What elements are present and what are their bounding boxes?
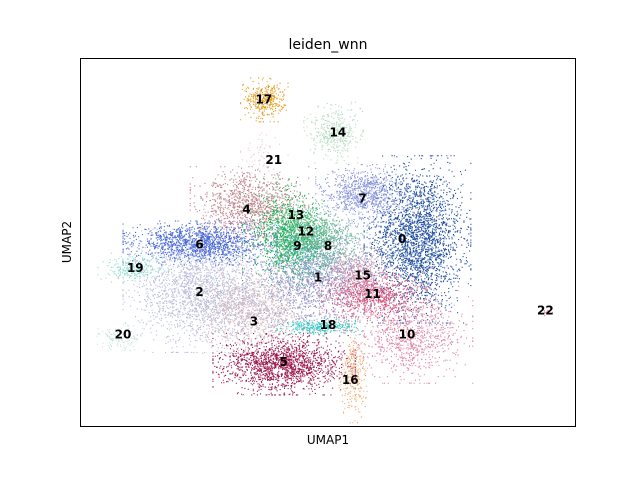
cluster-17-dots — [240, 77, 289, 123]
cluster-16-dots — [338, 334, 368, 424]
cluster-20-dots — [96, 324, 143, 352]
cluster-16-points — [338, 334, 368, 424]
cluster-11-points — [313, 267, 433, 322]
cluster-2-dots — [122, 228, 278, 353]
cluster-7-dots — [315, 164, 412, 227]
cluster-label-16: 16 — [342, 373, 359, 387]
cluster-14-points — [303, 101, 364, 165]
cluster-label-11: 11 — [364, 287, 381, 301]
cluster-6-points — [122, 220, 278, 266]
cluster-label-14: 14 — [330, 125, 347, 139]
cluster-19-dots — [97, 252, 170, 283]
cluster-label-10: 10 — [399, 327, 416, 341]
cluster-9-dots — [262, 207, 335, 279]
cluster-22-points — [543, 309, 553, 317]
cluster-label-12: 12 — [297, 225, 314, 239]
cluster-15-dots — [322, 245, 395, 300]
cluster-7-points — [315, 164, 412, 227]
cluster-label-22: 22 — [537, 303, 554, 317]
cluster-0-dots — [363, 155, 472, 324]
cluster-5-dots — [212, 332, 356, 396]
cluster-label-3: 3 — [250, 314, 258, 328]
cluster-10-points — [341, 285, 474, 384]
cluster-18-points — [276, 318, 361, 337]
cluster-18-dots — [276, 318, 361, 337]
cluster-label-5: 5 — [279, 355, 287, 369]
cluster-label-8: 8 — [324, 239, 332, 253]
cluster-2-points — [122, 228, 278, 353]
cluster-label-21: 21 — [265, 153, 282, 167]
x-axis-label: UMAP1 — [307, 433, 349, 447]
y-axis-label: UMAP2 — [60, 221, 74, 263]
cluster-label-0: 0 — [398, 232, 406, 246]
cluster-6-dots — [122, 220, 278, 266]
cluster-label-7: 7 — [358, 192, 366, 206]
scatter-points — [96, 77, 553, 424]
cluster-22-dots — [543, 309, 553, 317]
cluster-4-points — [189, 166, 310, 247]
cluster-20-points — [96, 324, 143, 352]
chart-title: leiden_wnn — [289, 37, 368, 53]
cluster-label-13: 13 — [288, 208, 305, 222]
cluster-label-6: 6 — [195, 237, 203, 251]
cluster-0-points — [363, 155, 472, 324]
cluster-label-1: 1 — [314, 270, 322, 284]
plot-frame — [80, 58, 576, 427]
cluster-5-points — [212, 332, 356, 396]
cluster-11-dots — [313, 267, 433, 322]
cluster-19-points — [97, 252, 170, 283]
cluster-17-points — [240, 77, 289, 123]
cluster-label-15: 15 — [354, 269, 371, 283]
cluster-9-points — [262, 207, 335, 279]
cluster-label-19: 19 — [127, 261, 144, 275]
cluster-label-17: 17 — [255, 92, 272, 106]
cluster-label-9: 9 — [293, 239, 301, 253]
cluster-4-dots — [189, 166, 310, 247]
cluster-label-20: 20 — [115, 327, 132, 341]
cluster-10-dots — [341, 285, 474, 384]
cluster-14-dots — [303, 101, 364, 165]
cluster-15-points — [322, 245, 395, 300]
cluster-label-2: 2 — [195, 285, 203, 299]
cluster-label-4: 4 — [242, 203, 250, 217]
cluster-label-18: 18 — [320, 318, 337, 332]
